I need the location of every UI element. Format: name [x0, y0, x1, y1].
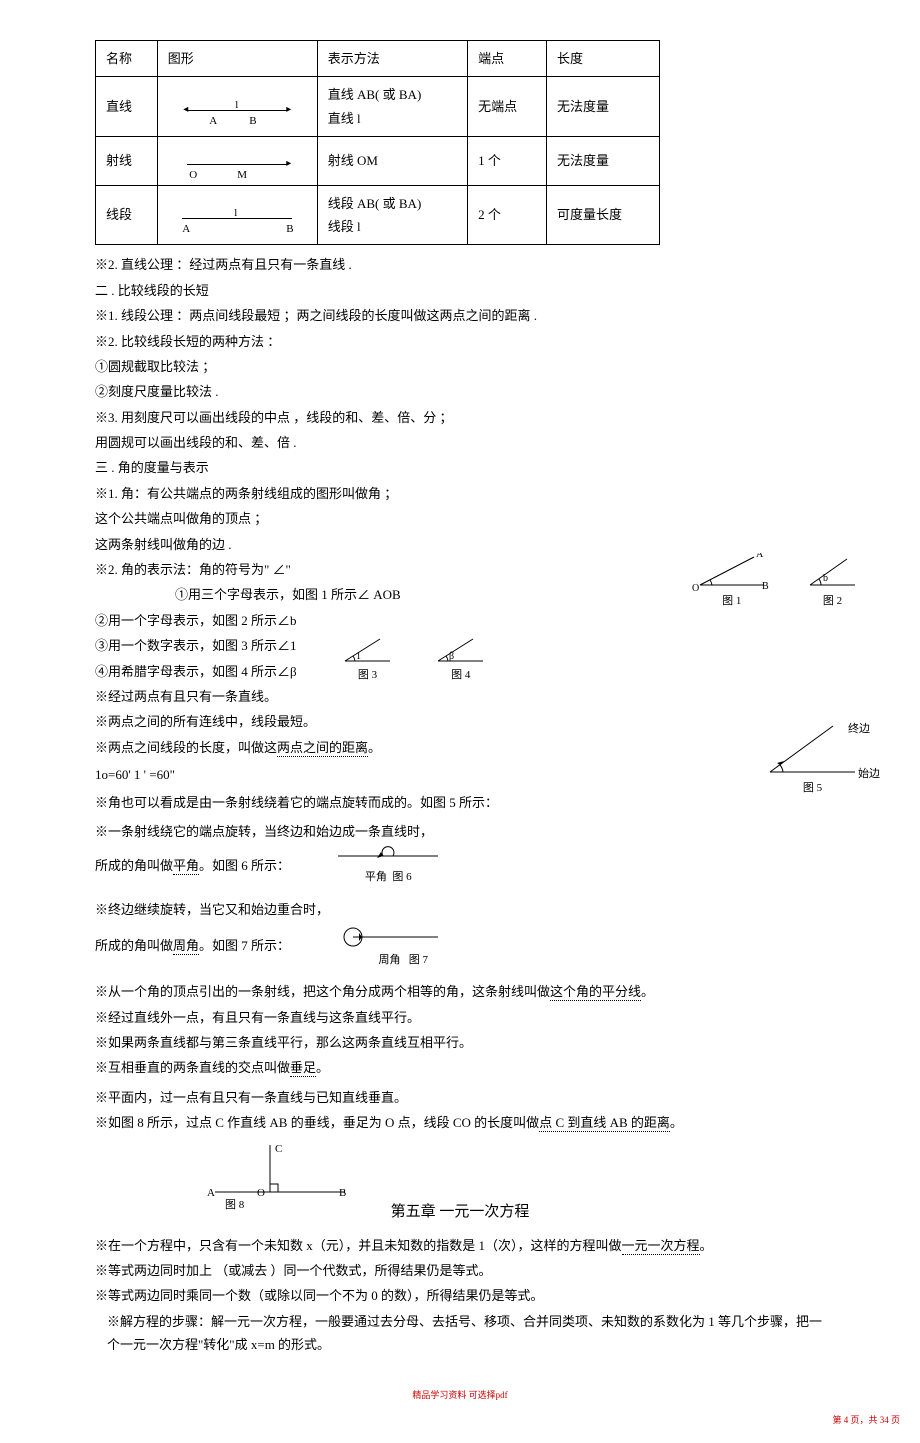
text: 二 . 比较线段的长短 [95, 279, 825, 302]
line-figure: l A B [157, 77, 317, 137]
angle-fig-3: 1 图 3 [340, 635, 395, 686]
angle-fig-6: 平角 图 6 [333, 845, 443, 888]
text: ①圆规截取比较法 ； [95, 355, 825, 378]
text: ※角也可以看成是由一条射线绕着它的端点旋转而成的。如图 5 所示： [95, 791, 825, 814]
table-row: 直线 l A B 直线 AB( 或 BA) 直线 l 无端点 无法度量 [96, 77, 660, 137]
text: ※解方程的步骤：解一元一次方程，一般要通过去分母、去括号、移项、合并同类项、未知… [95, 1310, 825, 1357]
text: ※等式两边同时加上 （或减去 ）同一个代数式，所得结果仍是等式。 [95, 1259, 825, 1282]
text: ※如果两条直线都与第三条直线平行，那么这两条直线互相平行。 [95, 1031, 825, 1054]
svg-text:b: b [823, 573, 828, 584]
text: ※经过两点有且只有一条直线。 [95, 685, 825, 708]
ray-figure: O M [157, 137, 317, 185]
angle-fig-8: A B C O 图 8 [205, 1140, 355, 1200]
text: ②用一个字母表示，如图 2 所示∠b [95, 609, 825, 632]
text: ※等式两边同时乘同一个数（或除以同一个不为 0 的数），所得结果仍是等式。 [95, 1284, 825, 1307]
text: ※两点之间线段的长度，叫做这两点之间的距离。 [95, 736, 825, 759]
angle-fig-5: 终边 始边 图 5 [755, 720, 870, 799]
text: ②刻度尺度量比较法 . [95, 380, 825, 403]
text: ※1. 线段公理 ：两点间线段最短 ；两之间线段的长度叫做这两点之间的距离 . [95, 304, 825, 327]
svg-text:B: B [762, 581, 769, 591]
th-endpoint: 端点 [468, 41, 547, 77]
text: ※从一个角的顶点引出的一条射线，把这个角分成两个相等的角，这条射线叫做这个角的平… [95, 980, 825, 1003]
footer: 精品学习资料 可选择pdf [95, 1387, 825, 1403]
text: ※平面内，过一点有且只有一条直线与已知直线垂直。 [95, 1086, 825, 1109]
text: ※1. 角：有公共端点的两条射线组成的图形叫做角 ； [95, 482, 825, 505]
text: ※2. 比较线段长短的两种方法 ： [95, 330, 825, 353]
svg-text:A: A [756, 553, 764, 560]
text: 所成的角叫做周角。如图 7 所示： [95, 934, 290, 957]
text: ※2. 直线公理 ：经过两点有且只有一条直线 . [95, 253, 825, 276]
text: ※在一个方程中，只含有一个未知数 x（元），并且未知数的指数是 1（次），这样的… [95, 1234, 825, 1257]
text: 用圆规可以画出线段的和、差、倍 . [95, 431, 825, 454]
segment-figure: l A B [157, 185, 317, 245]
th-figure: 图形 [157, 41, 317, 77]
angle-fig-2: b 图 2 [805, 553, 860, 612]
th-length: 长度 [547, 41, 660, 77]
chapter-title: 第五章 一元一次方程 [95, 1199, 825, 1226]
text: ※一条射线绕它的端点旋转，当终边和始边成一条直线时， [95, 820, 825, 843]
text: ※两点之间的所有连线中，线段最短。 [95, 710, 825, 733]
angle-fig-1: O A B 图 1 [692, 553, 772, 612]
table-row: 线段 l A B 线段 AB( 或 BA) 线段 l 2 个 可度量长度 [96, 185, 660, 245]
line-types-table: 名称 图形 表示方法 端点 长度 直线 l A B 直线 AB( 或 BA) 直… [95, 40, 660, 245]
text: 三 . 角的度量与表示 [95, 456, 825, 479]
text: ※3. 用刻度尺可以画出线段的中点 ，线段的和、差、倍、分 ； [95, 406, 825, 429]
text: 这个公共端点叫做角的顶点 ； [95, 507, 825, 530]
angle-fig-4: β 图 4 [433, 635, 488, 686]
svg-text:O: O [692, 583, 699, 591]
text: ※互相垂直的两条直线的交点叫做垂足。 [95, 1056, 825, 1079]
text: 1o=60' 1 ' =60" [95, 763, 825, 786]
table-row: 射线 O M 射线 OM 1 个 无法度量 [96, 137, 660, 185]
angle-fig-7: 周角 图 7 [333, 924, 443, 971]
svg-text:1: 1 [356, 651, 361, 662]
th-rep: 表示方法 [317, 41, 467, 77]
th-name: 名称 [96, 41, 158, 77]
page-number: 第 4 页，共 34 页 [832, 1412, 900, 1428]
text: ※经过直线外一点，有且只有一条直线与这条直线平行。 [95, 1006, 825, 1029]
text: 所成的角叫做平角。如图 6 所示： [95, 854, 290, 877]
text: ※如图 8 所示，过点 C 作直线 AB 的垂线，垂足为 O 点，线段 CO 的… [95, 1111, 825, 1134]
svg-text:β: β [449, 651, 454, 662]
text: ※终边继续旋转，当它又和始边重合时， [95, 898, 825, 921]
